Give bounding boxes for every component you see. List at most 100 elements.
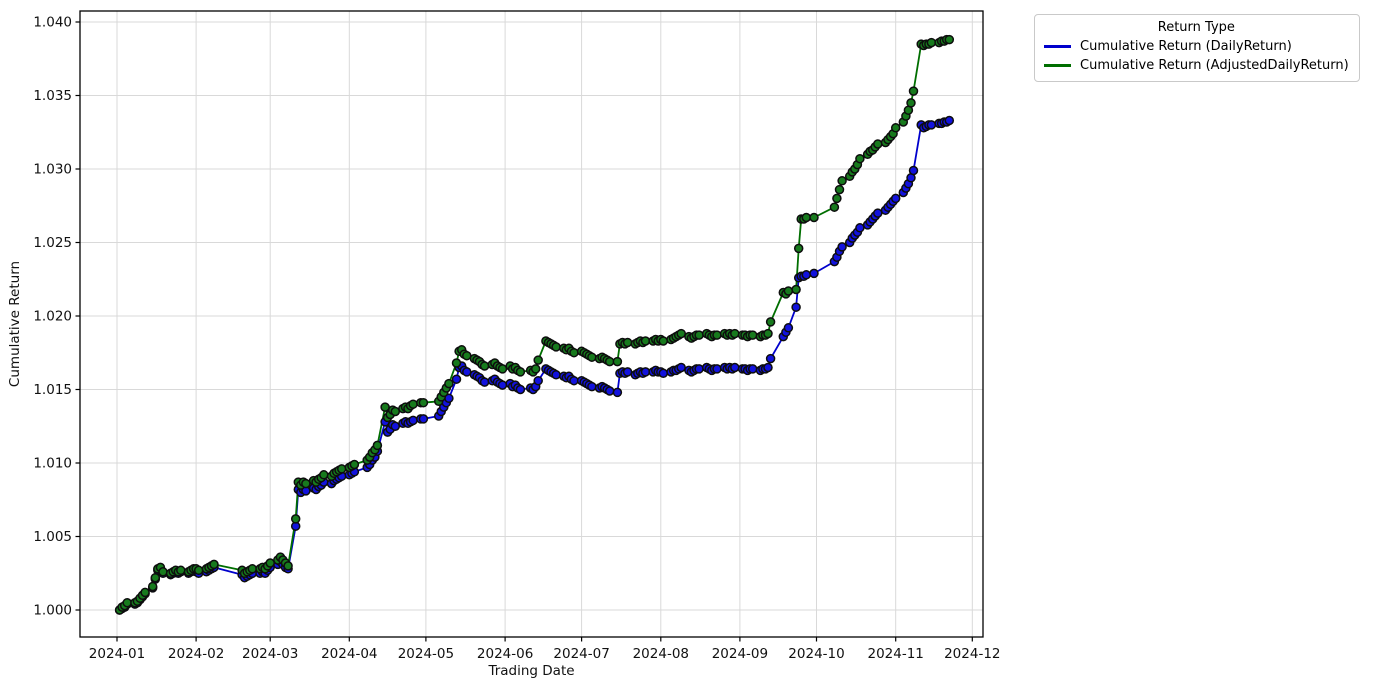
data-point — [247, 564, 258, 574]
data-point — [587, 381, 597, 392]
data-point — [349, 459, 360, 470]
data-point — [176, 565, 186, 576]
data-point — [855, 223, 865, 233]
data-point — [380, 402, 390, 412]
legend-swatch-daily-return — [1044, 45, 1071, 48]
data-point — [801, 270, 812, 280]
data-point — [791, 284, 801, 295]
data-point — [944, 115, 955, 126]
data-point — [569, 347, 579, 358]
data-point — [694, 330, 704, 340]
x-tick-label: 2024-01 — [89, 646, 145, 662]
legend-entry-adjusted-daily-return: Cumulative Return (AdjustedDailyReturn) — [1044, 58, 1349, 73]
data-point — [158, 567, 168, 577]
data-point — [926, 120, 937, 130]
y-tick-label: 1.000 — [33, 603, 72, 619]
data-point — [515, 384, 526, 395]
data-point — [122, 597, 132, 608]
grid — [80, 11, 983, 637]
data-point — [533, 375, 543, 386]
data-point — [837, 176, 847, 186]
data-point — [408, 399, 418, 409]
data-point — [530, 364, 541, 374]
data-point — [193, 565, 204, 576]
data-point — [855, 153, 865, 164]
legend-label-daily-return: Cumulative Return (DailyReturn) — [1080, 39, 1292, 54]
y-tick-label: 1.010 — [33, 456, 72, 472]
data-point — [140, 587, 150, 598]
legend-label-adjusted-daily-return: Cumulative Return (AdjustedDailyReturn) — [1080, 58, 1349, 73]
axes: 1.000 1.005 1.010 1.015 1.020 1.025 1.030 1.035… — [33, 10, 1001, 662]
data-point — [712, 364, 722, 374]
data-point — [658, 336, 669, 346]
data-point — [497, 380, 508, 390]
legend-title: Return Type — [1157, 20, 1235, 35]
data-point — [908, 165, 919, 176]
data-point — [283, 561, 293, 571]
data-point — [604, 356, 615, 367]
data-point — [604, 386, 615, 396]
y-tick-label: 1.030 — [33, 162, 72, 178]
data-point — [462, 367, 472, 377]
legend-swatch-adjusted-daily-return — [1044, 64, 1071, 67]
data-point — [390, 406, 401, 417]
data-point — [147, 581, 158, 592]
data-point — [747, 364, 758, 374]
x-tick-label: 2024-11 — [867, 646, 923, 662]
legend: Return Type Cumulative Return (DailyRetu… — [1034, 14, 1360, 82]
data-point — [676, 362, 686, 373]
x-tick-label: 2024-04 — [321, 646, 377, 662]
data-point — [944, 34, 955, 45]
data-point — [783, 323, 794, 333]
x-tick-label: 2024-09 — [712, 646, 768, 662]
data-point — [829, 202, 840, 212]
data-point — [497, 364, 508, 374]
data-point — [765, 353, 776, 364]
data-point — [265, 558, 275, 568]
y-tick-label: 1.005 — [33, 529, 72, 545]
data-point — [809, 212, 819, 223]
data-point — [622, 337, 633, 348]
series — [114, 34, 955, 615]
data-point — [515, 367, 526, 377]
data-point — [418, 397, 429, 408]
x-tick-label: 2024-10 — [788, 646, 844, 662]
data-point — [809, 268, 819, 279]
data-point — [479, 361, 490, 371]
y-tick-label: 1.040 — [33, 15, 72, 31]
data-point — [408, 415, 418, 426]
data-point — [551, 342, 561, 352]
data-point — [640, 336, 651, 346]
x-tick-label: 2024-08 — [633, 646, 689, 662]
data-point — [763, 362, 773, 373]
data-point — [444, 378, 454, 389]
data-point — [837, 242, 847, 252]
data-point — [551, 370, 561, 380]
y-axis-label: Cumulative Return — [7, 260, 23, 388]
data-point — [372, 440, 383, 451]
y-tick-label: 1.020 — [33, 309, 72, 325]
data-point — [873, 139, 883, 149]
data-point — [763, 328, 773, 339]
y-tick-label: 1.015 — [33, 382, 72, 398]
data-point — [587, 352, 597, 362]
data-point — [418, 414, 429, 424]
data-point — [569, 375, 579, 386]
data-point — [747, 330, 758, 340]
legend-entry-daily-return: Cumulative Return (DailyReturn) — [1044, 39, 1349, 54]
data-point — [908, 86, 919, 96]
data-point — [926, 37, 937, 48]
data-point — [462, 350, 472, 361]
data-point — [730, 362, 740, 373]
data-point — [612, 387, 623, 398]
series-line-1 — [118, 38, 950, 611]
data-point — [906, 98, 916, 108]
data-point — [319, 470, 329, 480]
data-point — [712, 330, 722, 340]
data-point — [890, 193, 901, 204]
data-point — [694, 364, 704, 374]
data-point — [801, 212, 812, 223]
data-point — [336, 464, 347, 474]
